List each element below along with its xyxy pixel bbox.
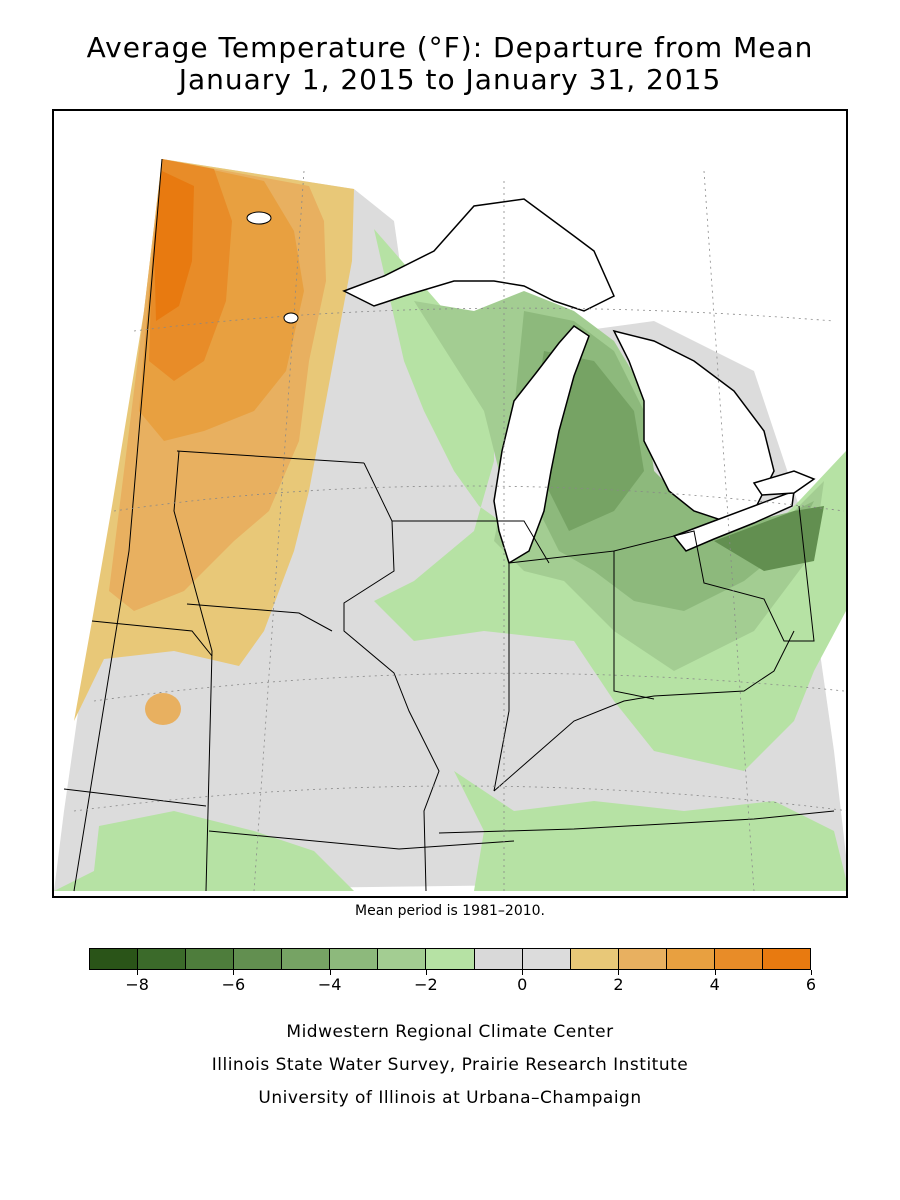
legend-swatch [618, 949, 667, 969]
legend-swatch [330, 949, 379, 969]
map-graphic [54, 158, 846, 892]
mean-period-note: Mean period is 1981–2010. [355, 903, 545, 919]
legend-swatch [90, 949, 139, 969]
legend-swatch [570, 949, 619, 969]
legend-swatch [186, 949, 235, 969]
legend-swatch [762, 949, 810, 969]
legend-swatch [282, 949, 331, 969]
legend-tick-mark [137, 970, 139, 975]
legend-tick-label: 6 [805, 975, 817, 994]
legend-swatch [138, 949, 187, 969]
legend-swatch [666, 949, 715, 969]
map-date-range: January 1, 2015 to January 31, 2015 [178, 63, 722, 96]
cool-zone-darkest-east [714, 506, 824, 571]
island-isle-royale [246, 211, 272, 225]
warm-patch-south [145, 693, 181, 725]
credit-isws: Illinois State Water Survey, Prairie Res… [211, 1055, 689, 1075]
cool-zone-southwest [54, 811, 354, 891]
state-boundaries [63, 158, 835, 892]
legend-tick-mark [425, 970, 427, 975]
legend-tick-label: −6 [221, 975, 246, 994]
legend-swatch [234, 949, 283, 969]
legend-swatch [378, 949, 427, 969]
island-lake [283, 312, 299, 324]
legend-tick-mark [329, 970, 331, 975]
legend-tick-mark [522, 970, 524, 975]
lake-michigan [493, 325, 590, 565]
legend-tick-label: 0 [517, 975, 528, 994]
legend-tick-mark [618, 970, 620, 975]
legend-tick-mark [811, 970, 812, 975]
legend-swatch [522, 949, 571, 969]
lake-superior [342, 198, 615, 312]
legend-tick-label: −8 [125, 975, 149, 994]
legend-tick-label: 4 [709, 975, 720, 994]
legend-tick-label: −2 [414, 975, 438, 994]
legend-swatch [426, 949, 475, 969]
graticule [73, 170, 846, 892]
credit-uiuc: University of Illinois at Urbana–Champai… [258, 1088, 642, 1108]
legend-tick-mark [233, 970, 235, 975]
legend-swatch [474, 949, 523, 969]
legend-swatch [714, 949, 763, 969]
color-legend [89, 948, 811, 970]
lake-erie [672, 489, 795, 552]
legend-color-bar [89, 948, 811, 970]
credit-mrcc: Midwestern Regional Climate Center [286, 1022, 614, 1042]
temperature-departure-map [52, 109, 848, 898]
warm-zone-strongest [154, 171, 194, 321]
legend-tick-mark [714, 970, 716, 975]
legend-tick-label: −4 [317, 975, 342, 994]
cool-zone-south [454, 771, 846, 891]
lake-ontario [752, 470, 816, 496]
legend-tick-label: 2 [613, 975, 624, 994]
map-title: Average Temperature (°F): Departure from… [86, 31, 814, 64]
